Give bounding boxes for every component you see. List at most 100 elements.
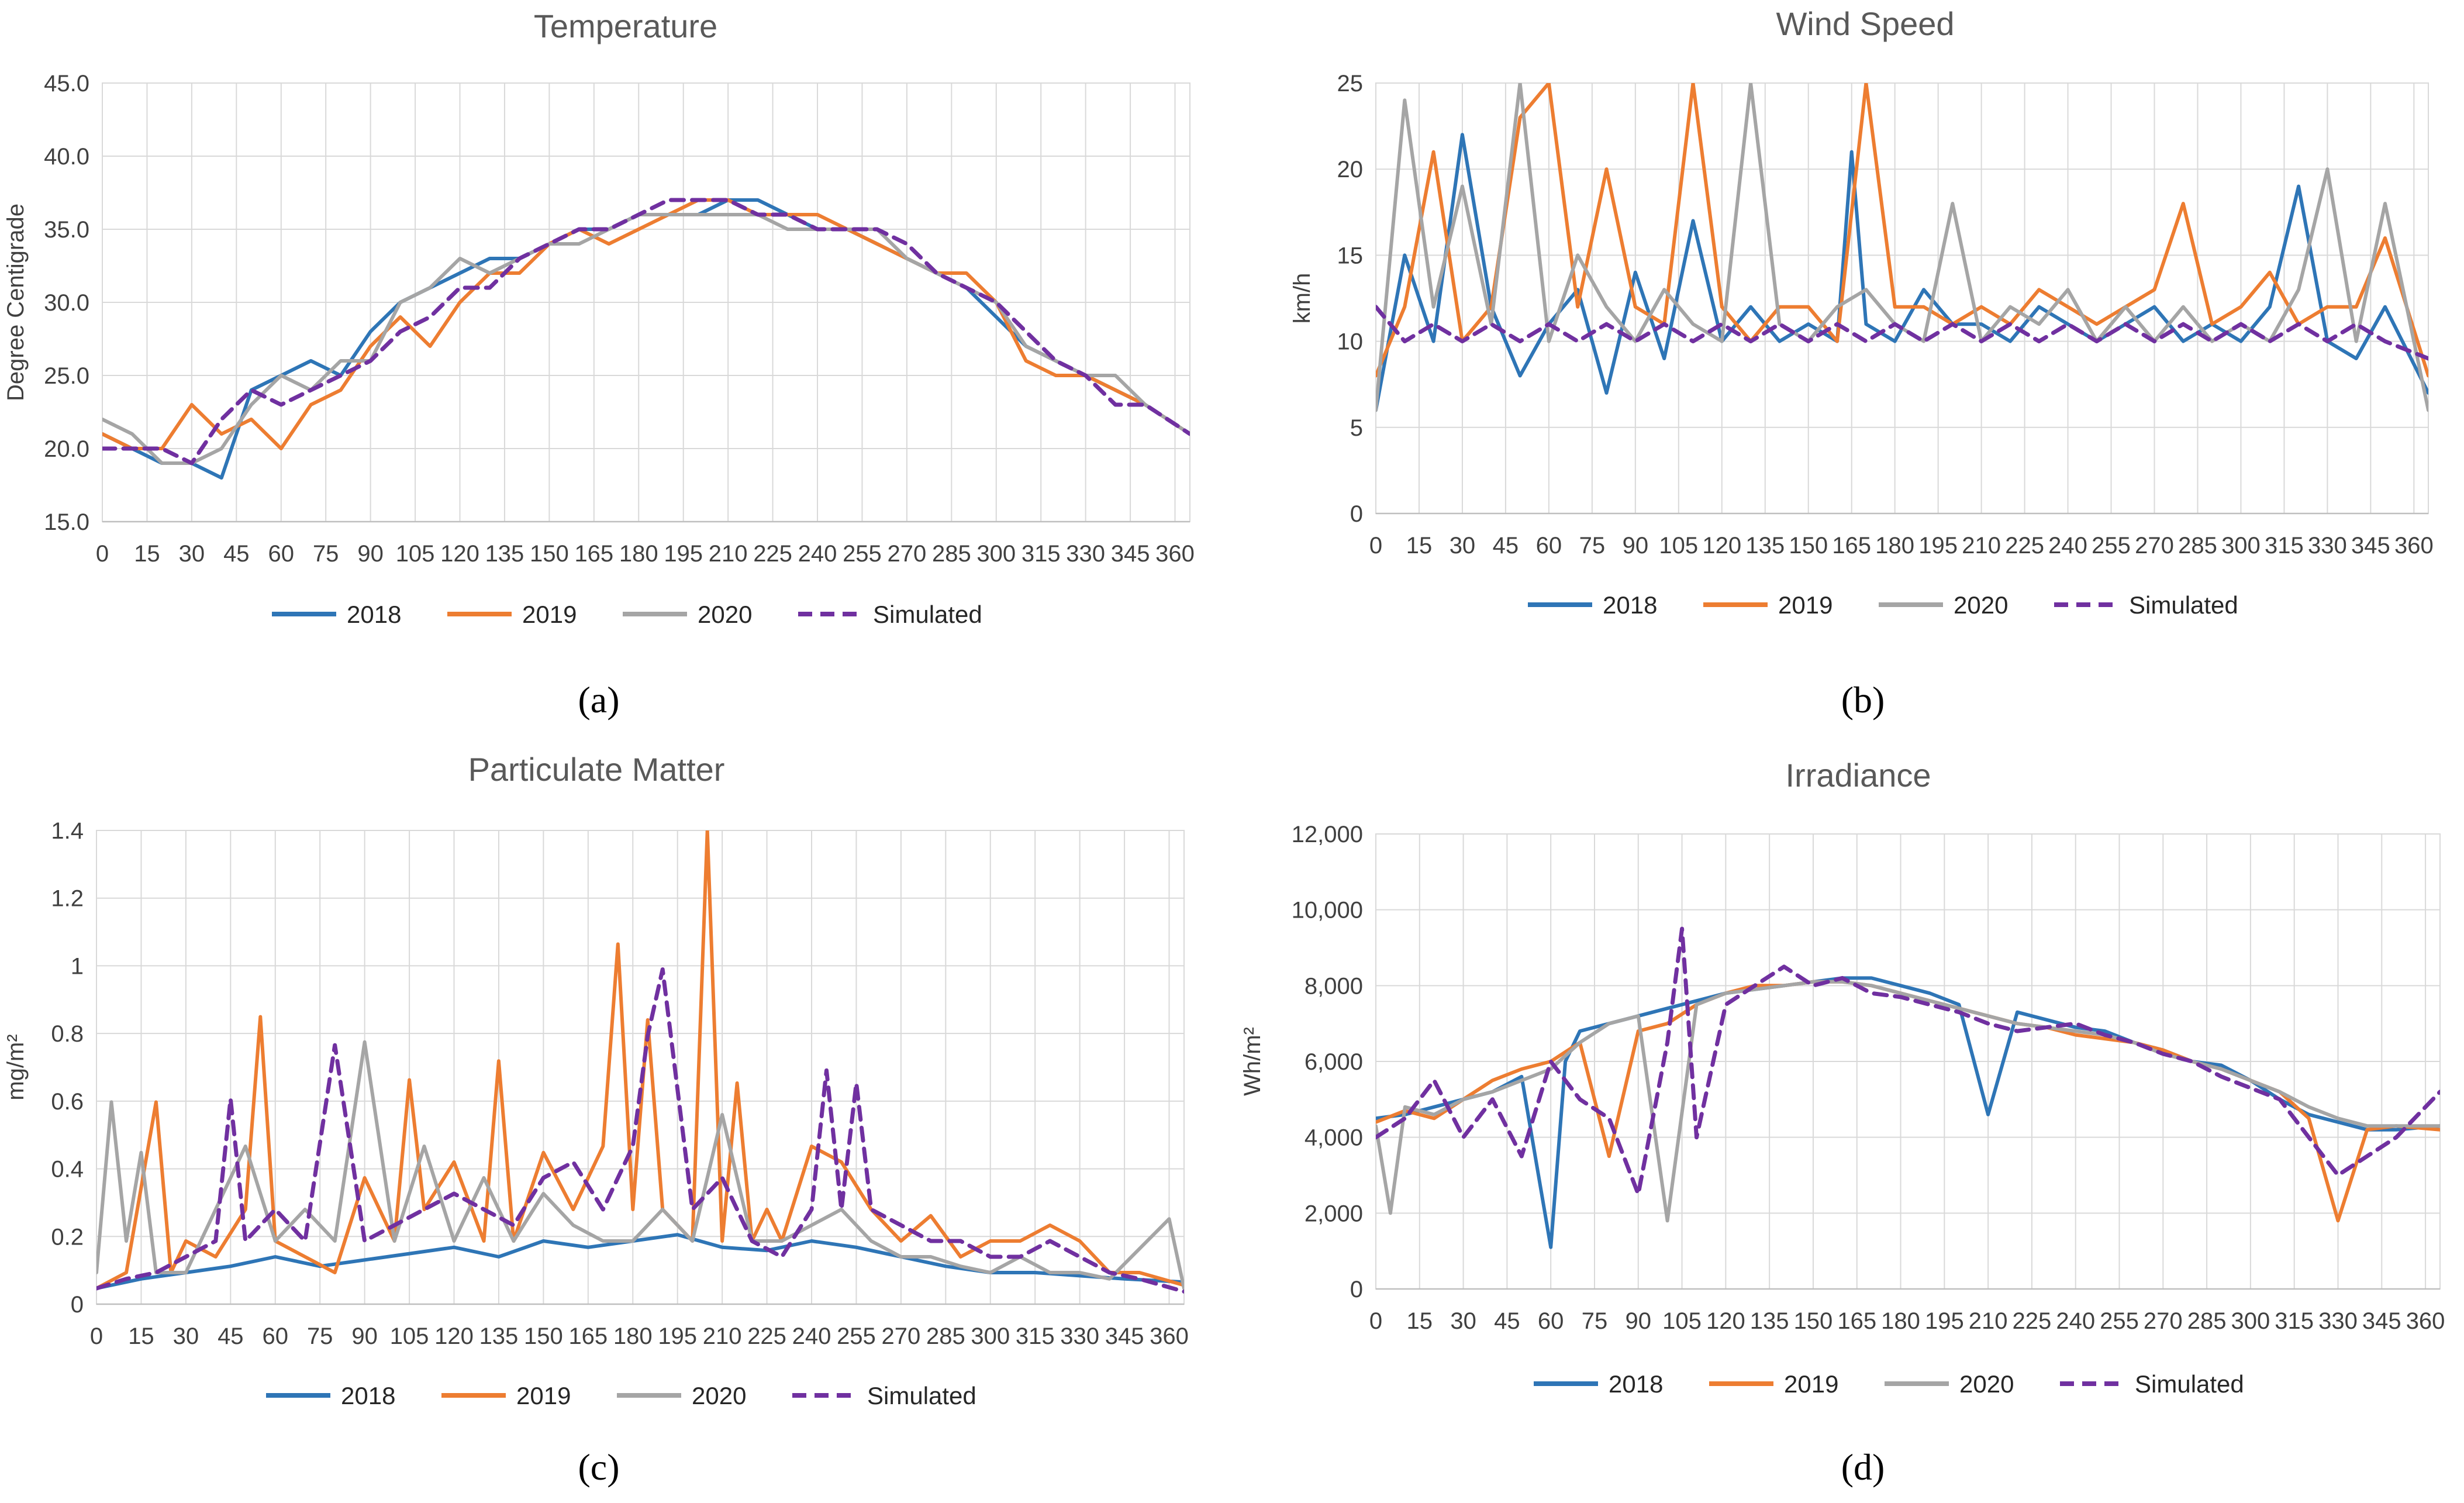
x-tick-label: 210 [1962,533,2001,559]
x-tick-label: 255 [2092,533,2131,559]
legend-label-2019: 2019 [1784,1370,1838,1398]
x-tick-label: 330 [1066,541,1105,567]
x-tick-label: 300 [2231,1308,2270,1334]
chart-panel-d: Irradiance 0 15 30 45 60 75 90 105 120 135 150 165 18… [1240,757,2445,1488]
y-tick-label: 1.2 [51,886,84,912]
x-tick-label: 120 [1702,533,1741,559]
legend-label-2020: 2020 [1959,1370,2014,1398]
x-tick-label: 60 [268,541,295,567]
series-line-2018 [102,198,1190,480]
x-tick-label: 90 [1623,533,1649,559]
panel-caption: (a) [578,679,619,721]
legend-label-2018: 2018 [1603,591,1657,619]
y-tick-label: 15 [1337,243,1364,268]
legend-label-2019: 2019 [522,601,577,628]
x-tick-label: 285 [926,1323,965,1349]
x-tick-label: 330 [2308,533,2347,559]
series-line-simulated [1376,926,2440,1197]
x-tick-label: 90 [351,1323,378,1349]
chart-title: Temperature [534,8,717,44]
series-line-2020 [102,213,1190,465]
series-line-2019 [1376,83,2428,378]
x-tick-label: 30 [173,1323,199,1349]
x-tick-label: 270 [2135,533,2174,559]
x-tick-label: 135 [1745,533,1785,559]
x-tick-label: 75 [307,1323,333,1349]
y-tick-label: 25 [1337,71,1364,96]
x-tick-label: 75 [1582,1308,1608,1334]
x-tick-label: 105 [1662,1308,1702,1334]
x-tick-label: 255 [2100,1308,2139,1334]
x-tick-label: 315 [1016,1323,1055,1349]
y-axis-label: Wh/m² [1240,1027,1265,1096]
y-tick-label: 15.0 [44,509,89,535]
x-tick-label: 120 [1706,1308,1745,1334]
series-line-2020 [96,1040,1184,1290]
series-line-2020 [1376,980,2440,1223]
x-tick-label: 165 [1837,1308,1876,1334]
y-tick-label: 4,000 [1305,1125,1363,1151]
x-tick-label: 15 [1406,533,1433,559]
x-tick-label: 45 [223,541,250,567]
x-tick-label: 165 [568,1323,608,1349]
y-tick-label: 20 [1337,157,1364,182]
x-tick-label: 360 [1155,541,1195,567]
y-axis-label: Degree Centigrade [3,204,29,401]
x-tick-label: 150 [524,1323,563,1349]
x-tick-label: 300 [976,541,1016,567]
x-tick-label: 0 [90,1323,103,1349]
x-tick-label: 240 [2056,1308,2095,1334]
x-tick-label: 135 [485,541,524,567]
x-tick-label: 60 [263,1323,289,1349]
x-tick-label: 195 [1925,1308,1964,1334]
x-tick-label: 75 [1579,533,1606,559]
x-tick-label: 195 [664,541,703,567]
y-axis-label: km/h [1289,273,1315,324]
x-tick-label: 360 [2406,1308,2445,1334]
series-line-simulated [1376,305,2428,361]
legend-label-simulated: Simulated [867,1382,976,1409]
y-tick-label: 1.4 [51,818,84,844]
x-tick-label: 315 [1022,541,1061,567]
x-tick-label: 240 [798,541,837,567]
legend-label-simulated: Simulated [2135,1370,2244,1398]
x-tick-label: 90 [1626,1308,1652,1334]
x-tick-label: 45 [218,1323,244,1349]
x-tick-label: 180 [613,1323,653,1349]
x-tick-label: 270 [2144,1308,2183,1334]
series-line-simulated [102,198,1190,466]
y-tick-label: 2,000 [1305,1201,1363,1226]
y-tick-label: 5 [1350,415,1363,441]
legend-label-2020: 2020 [698,601,752,628]
x-tick-label: 150 [1789,533,1828,559]
x-tick-label: 135 [1750,1308,1789,1334]
x-tick-label: 45 [1494,1308,1520,1334]
x-tick-label: 135 [479,1323,519,1349]
x-tick-label: 30 [1450,533,1476,559]
legend-label-simulated: Simulated [873,601,982,628]
x-tick-label: 270 [888,541,927,567]
x-tick-label: 105 [396,541,435,567]
x-tick-label: 60 [1538,1308,1564,1334]
x-tick-label: 315 [2275,1308,2314,1334]
y-tick-label: 35.0 [44,217,89,243]
x-tick-label: 45 [1493,533,1519,559]
x-tick-label: 270 [882,1323,921,1349]
series-line-simulated [96,967,1184,1294]
y-tick-label: 45.0 [44,71,89,96]
series-line-2020 [1376,83,2428,412]
x-tick-label: 240 [2048,533,2087,559]
series-line-2018 [96,1233,1184,1290]
legend-label-2020: 2020 [692,1382,746,1409]
y-tick-label: 0 [71,1292,84,1318]
x-tick-label: 180 [1881,1308,1920,1334]
x-tick-label: 15 [128,1323,154,1349]
y-tick-label: 0 [1350,501,1363,527]
chart-panel-c: Particulate Matter 0 15 30 45 60 75 90 105 120 135… [3,751,1189,1488]
series-line-2019 [96,830,1184,1290]
x-tick-label: 90 [357,541,384,567]
x-tick-label: 210 [1969,1308,2008,1334]
chart-title: Wind Speed [1776,5,1954,42]
